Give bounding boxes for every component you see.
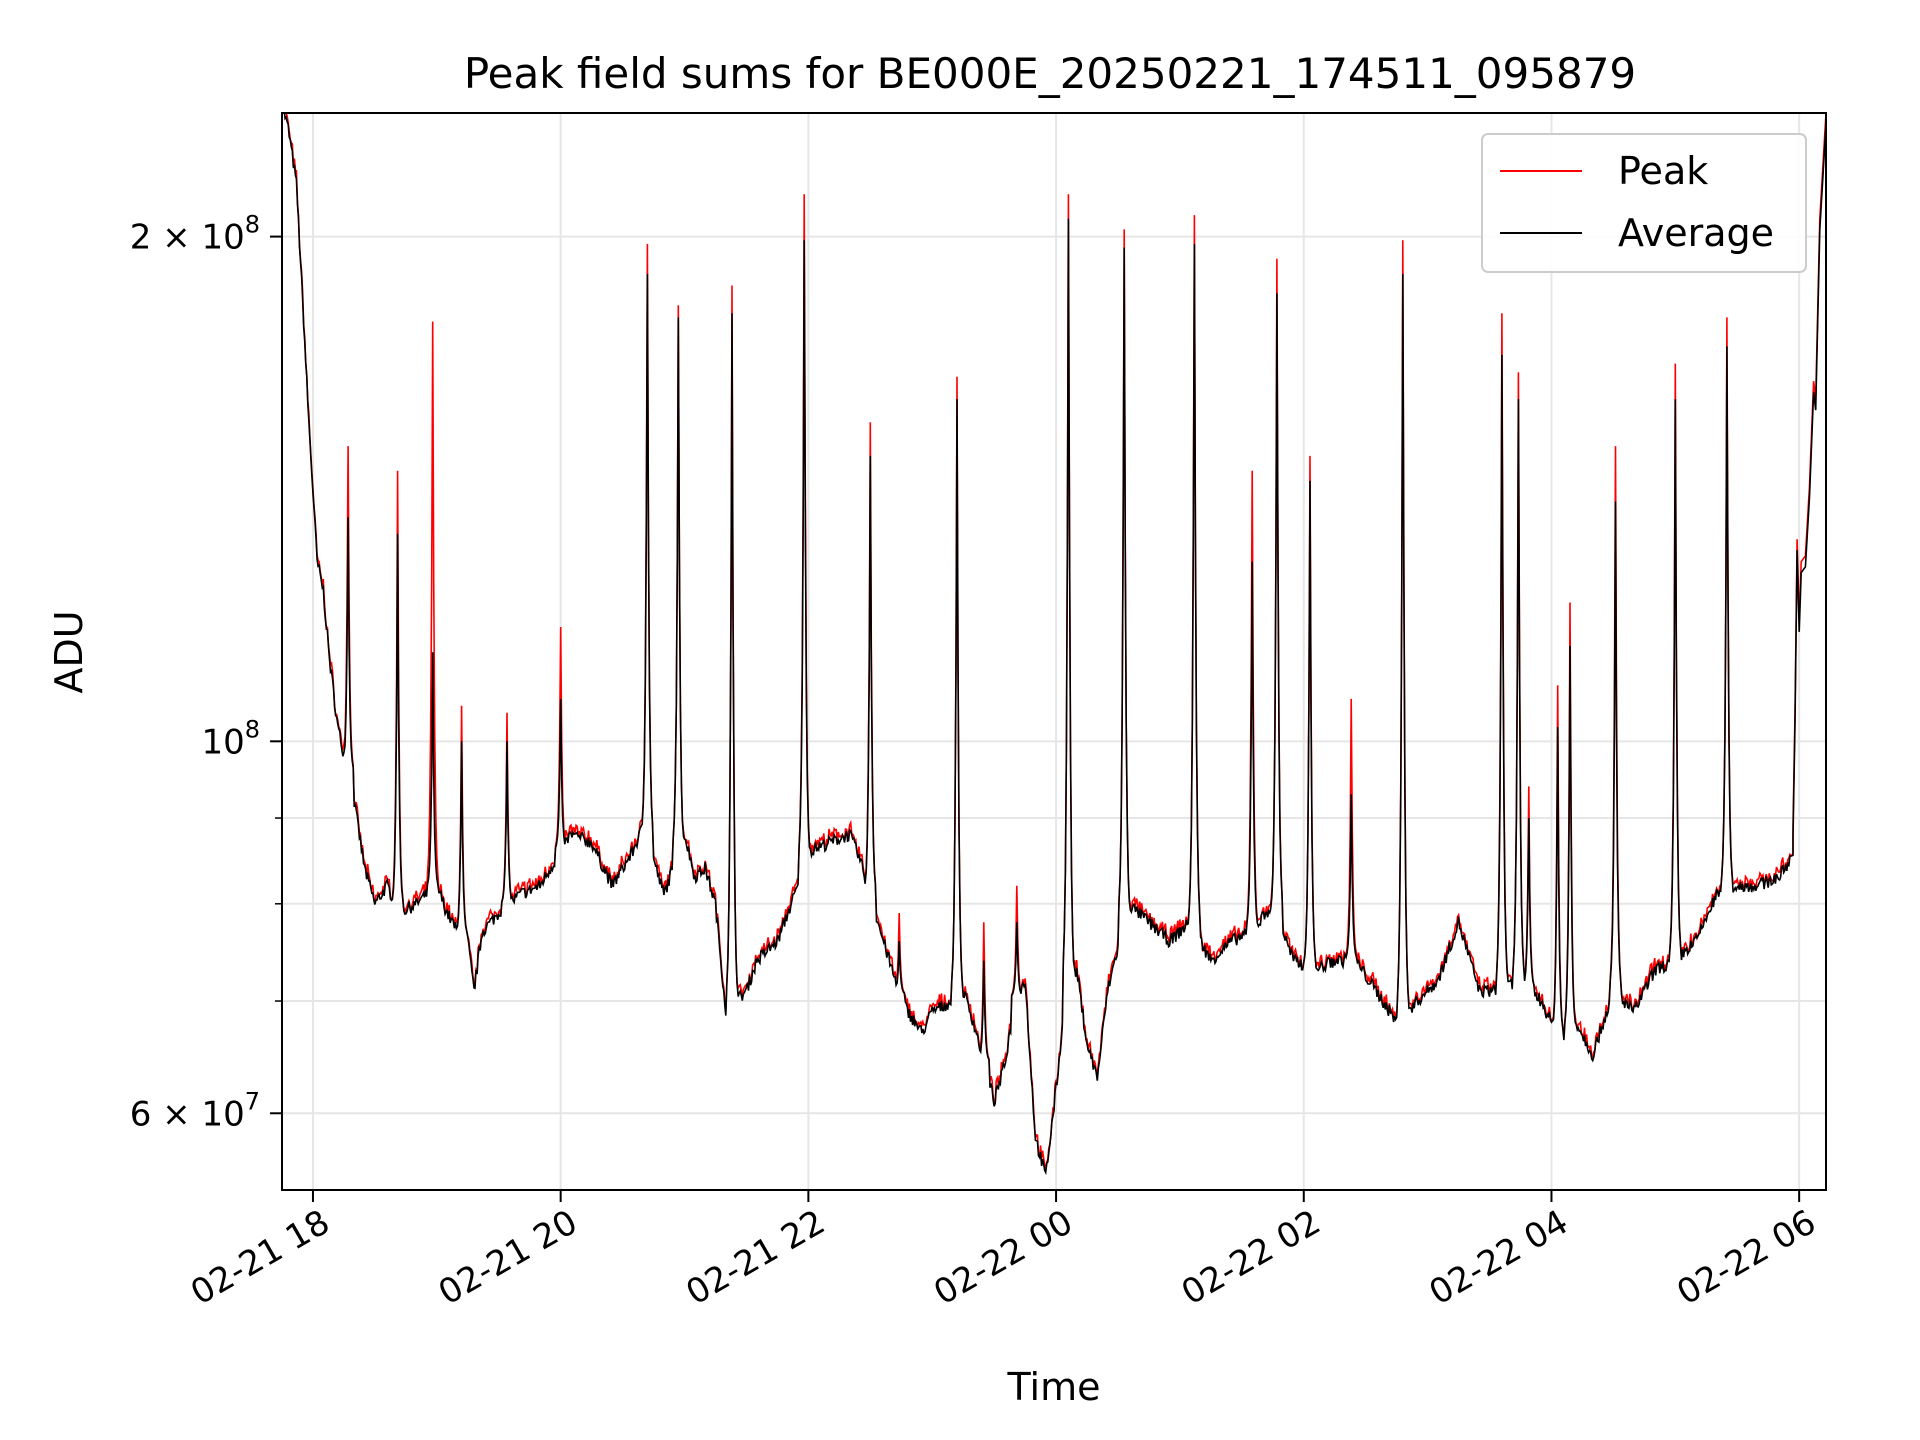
y-axis-label: ADU <box>47 610 91 693</box>
plot-frame <box>281 112 1827 1191</box>
plot-area <box>282 113 1826 1190</box>
legend: Peak Average <box>1481 133 1807 273</box>
series-lines <box>283 113 1826 1176</box>
x-axis-label: Time <box>1007 1365 1101 1409</box>
legend-label-peak: Peak <box>1618 149 1708 193</box>
y-tick-label: 108 <box>201 715 260 762</box>
legend-box <box>1481 133 1807 273</box>
legend-label-average: Average <box>1618 211 1774 255</box>
chart-title: Peak field sums for BE000E_20250221_1745… <box>464 49 1636 98</box>
series-line-average <box>283 113 1826 1176</box>
y-tick-label: 2 × 108 <box>130 211 260 258</box>
y-axis: 6 × 107 108 2 × 108 <box>130 211 282 1134</box>
y-tick-label: 6 × 107 <box>130 1087 260 1134</box>
